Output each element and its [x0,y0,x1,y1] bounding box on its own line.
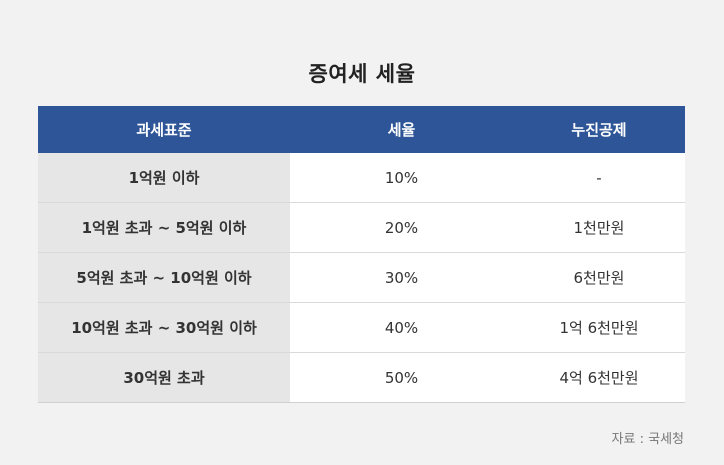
table-row: 10억원 초과 ~ 30억원 이하 40% 1억 6천만원 [38,302,685,353]
tax-base-cell: 5억원 초과 ~ 10억원 이하 [38,252,290,303]
deduction-cell: - [513,153,685,203]
table-row: 5억원 초과 ~ 10억원 이하 30% 6천만원 [38,252,685,303]
deduction-cell: 6천만원 [513,252,685,303]
tax-base-cell: 1억원 이하 [38,153,290,203]
deduction-cell: 1천만원 [513,202,685,253]
tax-rate-table: 과세표준 세율 누진공제 1억원 이하 10% - 1억원 초과 ~ 5억원 이… [38,106,685,403]
header-progressive-deduction: 누진공제 [513,106,685,153]
header-tax-base: 과세표준 [38,106,290,153]
tax-base-cell: 10억원 초과 ~ 30억원 이하 [38,302,290,353]
header-tax-rate: 세율 [290,106,513,153]
deduction-cell: 1억 6천만원 [513,302,685,353]
tax-rate-cell: 10% [290,153,513,203]
table-row: 1억원 초과 ~ 5억원 이하 20% 1천만원 [38,202,685,253]
page-title: 증여세 세율 [308,62,416,86]
table-row: 30억원 초과 50% 4억 6천만원 [38,352,685,403]
table-row: 1억원 이하 10% - [38,153,685,203]
tax-rate-cell: 50% [290,352,513,403]
tax-rate-cell: 30% [290,252,513,303]
tax-base-cell: 30억원 초과 [38,352,290,403]
tax-rate-cell: 20% [290,202,513,253]
source-note: 자료 : 국세청 [611,432,684,447]
deduction-cell: 4억 6천만원 [513,352,685,403]
tax-base-cell: 1억원 초과 ~ 5억원 이하 [38,202,290,253]
tax-rate-cell: 40% [290,302,513,353]
table-header-row: 과세표준 세율 누진공제 [38,106,685,153]
